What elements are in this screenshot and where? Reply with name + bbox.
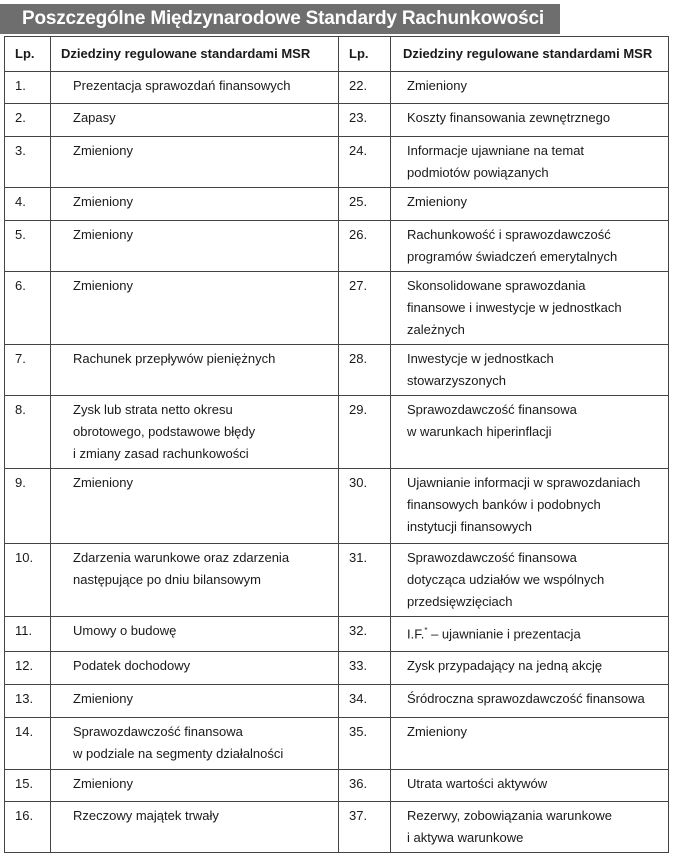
row-number-right: 22.	[338, 71, 391, 104]
table-row: 2. Zapasy 23. Koszty finansowania zewnętrzn…	[4, 103, 669, 137]
row-number-left: 13.	[4, 684, 51, 718]
row-area-right: Sprawozdawczość finansowa dotycząca udzi…	[390, 543, 669, 617]
row-number-right: 34.	[338, 684, 391, 718]
table-row: 6. Zmieniony 27. Skonsolidowane sprawozdani…	[4, 271, 669, 345]
row-number-left: 7.	[4, 344, 51, 396]
row-area-left: Zapasy	[50, 103, 339, 137]
table-row: 5. Zmieniony 26. Rachunkowość i sprawozdawc…	[4, 220, 669, 272]
row-area-right: I.F.* – ujawnianie i prezentacja	[390, 616, 669, 652]
header-area-right: Dziedziny regulowane standardami MSR	[390, 36, 669, 72]
row-number-right: 27.	[338, 271, 391, 345]
standards-table: Lp. Dziedziny regulowane standardami MSR…	[4, 36, 669, 853]
table-row: 4. Zmieniony 25. Zmieniony	[4, 187, 669, 221]
header-lp-right: Lp.	[338, 36, 391, 72]
row-number-right: 29.	[338, 395, 391, 469]
row-area-right: Śródroczna sprawozdawczość finansowa	[390, 684, 669, 718]
row-area-right: Zysk przypadający na jedną akcję	[390, 651, 669, 685]
row-number-right: 35.	[338, 717, 391, 770]
header-lp: Lp.	[4, 36, 51, 72]
row-number-right: 26.	[338, 220, 391, 272]
row-area-right: Utrata wartości aktywów	[390, 769, 669, 802]
table-row: 16. Rzeczowy majątek trwały 37. Rezerwy, zo…	[4, 801, 669, 853]
row-number-left: 3.	[4, 136, 51, 188]
row-area-left: Zmieniony	[50, 220, 339, 272]
row-number-left: 14.	[4, 717, 51, 770]
row-area-left: Sprawozdawczość finansowa w podziale na …	[50, 717, 339, 770]
table-row: 12. Podatek dochodowy 33. Zysk przypadający…	[4, 651, 669, 685]
row-area-left: Zdarzenia warunkowe oraz zdarzenia nastę…	[50, 543, 339, 617]
row-area-right: Koszty finansowania zewnętrznego	[390, 103, 669, 137]
row-area-left: Zmieniony	[50, 187, 339, 221]
row-number-left: 9.	[4, 468, 51, 544]
row-area-right: Inwestycje w jednostkach stowarzyszonych	[390, 344, 669, 396]
row-number-right: 23.	[338, 103, 391, 137]
table-row: 10. Zdarzenia warunkowe oraz zdarzenia na…	[4, 543, 669, 617]
row-number-right: 25.	[338, 187, 391, 221]
table-row: 3. Zmieniony 24. Informacje ujawniane na te…	[4, 136, 669, 188]
row-number-left: 12.	[4, 651, 51, 685]
row-number-left: 8.	[4, 395, 51, 469]
row-area-left: Rachunek przepływów pieniężnych	[50, 344, 339, 396]
row-number-right: 24.	[338, 136, 391, 188]
table-row: 13. Zmieniony 34. Śródroczna sprawozdawczoś…	[4, 684, 669, 718]
row-number-left: 15.	[4, 769, 51, 802]
row-number-left: 4.	[4, 187, 51, 221]
area-text-rest: – ujawnianie i prezentacja	[427, 626, 581, 642]
row-area-left: Podatek dochodowy	[50, 651, 339, 685]
row-number-left: 1.	[4, 71, 51, 104]
row-number-right: 36.	[338, 769, 391, 802]
row-number-right: 31.	[338, 543, 391, 617]
row-area-left: Zmieniony	[50, 136, 339, 188]
row-number-right: 28.	[338, 344, 391, 396]
footnote-mark: *	[424, 626, 428, 635]
table-row: 8. Zysk lub strata netto okresu obrotoweg…	[4, 395, 669, 469]
table-row: 11. Umowy o budowę 32. I.F.* – ujawnianie i…	[4, 616, 669, 652]
row-number-left: 5.	[4, 220, 51, 272]
row-area-left: Umowy o budowę	[50, 616, 339, 652]
row-number-left: 10.	[4, 543, 51, 617]
row-number-right: 32.	[338, 616, 391, 652]
table-row: 14. Sprawozdawczość finansowa w podziale …	[4, 717, 669, 770]
row-number-left: 11.	[4, 616, 51, 652]
row-number-right: 33.	[338, 651, 391, 685]
row-area-left: Zmieniony	[50, 769, 339, 802]
row-number-right: 37.	[338, 801, 391, 853]
page-title: Poszczególne Międzynarodowe Standardy Ra…	[0, 4, 560, 34]
table-row: 15. Zmieniony 36. Utrata wartości aktywów	[4, 769, 669, 802]
table-row: 9. Zmieniony 30. Ujawnianie informacji w sp…	[4, 468, 669, 544]
row-area-right: Zmieniony	[390, 187, 669, 221]
row-number-left: 16.	[4, 801, 51, 853]
area-text: I.F.	[407, 626, 425, 642]
row-number-right: 30.	[338, 468, 391, 544]
table-row: 7. Rachunek przepływów pieniężnych 28. Inwe…	[4, 344, 669, 396]
row-number-left: 6.	[4, 271, 51, 345]
table-row: 1. Prezentacja sprawozdań finansowych 22. Z…	[4, 71, 669, 104]
row-area-left: Prezentacja sprawozdań finansowych	[50, 71, 339, 104]
row-area-left: Zmieniony	[50, 271, 339, 345]
row-area-right: Zmieniony	[390, 717, 669, 770]
row-number-left: 2.	[4, 103, 51, 137]
row-area-right: Rachunkowość i sprawozdawczość programów…	[390, 220, 669, 272]
row-area-left: Zysk lub strata netto okresu obrotowego,…	[50, 395, 339, 469]
row-area-right: Rezerwy, zobowiązania warunkowe i aktywa…	[390, 801, 669, 853]
row-area-right: Zmieniony	[390, 71, 669, 104]
table-header-row: Lp. Dziedziny regulowane standardami MSR…	[4, 36, 669, 72]
row-area-right: Sprawozdawczość finansowa w warunkach hi…	[390, 395, 669, 469]
row-area-left: Zmieniony	[50, 684, 339, 718]
row-area-right: Informacje ujawniane na temat podmiotów …	[390, 136, 669, 188]
header-area: Dziedziny regulowane standardami MSR	[50, 36, 339, 72]
row-area-left: Zmieniony	[50, 468, 339, 544]
row-area-left: Rzeczowy majątek trwały	[50, 801, 339, 853]
row-area-right: Ujawnianie informacji w sprawozdaniach f…	[390, 468, 669, 544]
row-area-right: Skonsolidowane sprawozdania finansowe i …	[390, 271, 669, 345]
